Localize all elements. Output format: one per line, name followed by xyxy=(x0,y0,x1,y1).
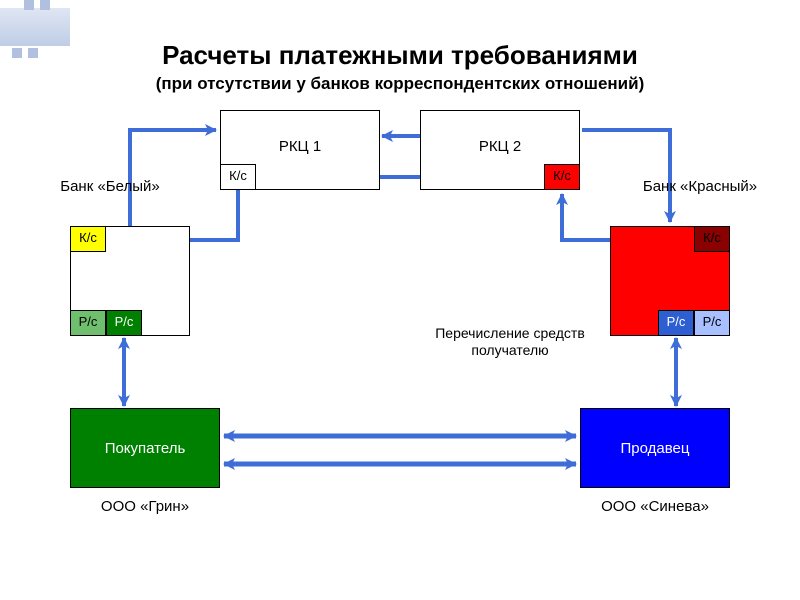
buyer-label: Покупатель xyxy=(70,440,220,457)
bank-white-rs2-label: Р/с xyxy=(106,314,142,330)
bank-white-label: Банк «Белый» xyxy=(60,178,160,196)
seller-label: Продавец xyxy=(580,440,730,457)
rkc1-label: РКЦ 1 xyxy=(220,138,380,156)
page-title: Расчеты платежными требованиями xyxy=(0,40,800,71)
bank-red-rs1-label: Р/с xyxy=(658,314,694,330)
bank-red-label: Банк «Красный» xyxy=(640,178,760,196)
ooo-blue-label: ООО «Синева» xyxy=(580,498,730,516)
rkc1-ks-label: К/с xyxy=(220,168,256,184)
transfer-label: Перечисление средств получателю xyxy=(430,325,590,359)
rkc2-label: РКЦ 2 xyxy=(420,138,580,156)
bank-red-ks-label: К/с xyxy=(694,230,730,246)
bank-red-rs2-label: Р/с xyxy=(694,314,730,330)
page-subtitle: (при отсутствии у банков корреспондентск… xyxy=(0,74,800,94)
rkc2-ks-label: К/с xyxy=(544,168,580,184)
bank-white-rs1-label: Р/с xyxy=(70,314,106,330)
ooo-green-label: ООО «Грин» xyxy=(70,498,220,516)
bank-white-ks-label: К/с xyxy=(70,230,106,246)
